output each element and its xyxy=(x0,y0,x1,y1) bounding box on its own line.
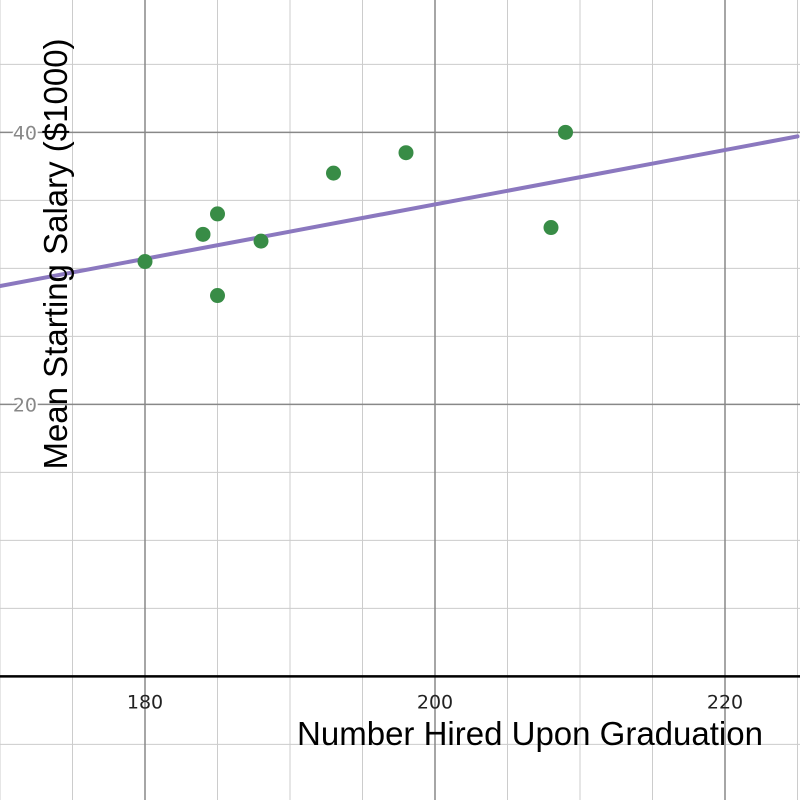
data-point xyxy=(210,206,225,222)
trend-line xyxy=(0,134,800,288)
data-point xyxy=(543,220,559,236)
data-point xyxy=(210,288,225,304)
y-tick-label: 40 xyxy=(13,122,37,144)
y-tick-label: 20 xyxy=(13,394,37,416)
data-point xyxy=(558,124,573,140)
data-point xyxy=(253,233,269,249)
y-axis-title: Mean Starting Salary ($1000) xyxy=(37,38,74,469)
x-tick-label: 220 xyxy=(707,691,743,713)
data-point xyxy=(398,145,414,161)
trend-line-group xyxy=(0,134,800,288)
tick-labels: 180 200 220 20 40 xyxy=(11,120,743,713)
data-point xyxy=(195,226,211,242)
data-point xyxy=(326,165,341,181)
x-axis-title: Number Hired Upon Graduation xyxy=(297,715,763,752)
x-tick-label: 200 xyxy=(417,691,453,713)
data-points xyxy=(137,124,573,304)
data-point xyxy=(137,254,153,270)
x-tick-label: 180 xyxy=(127,691,163,713)
